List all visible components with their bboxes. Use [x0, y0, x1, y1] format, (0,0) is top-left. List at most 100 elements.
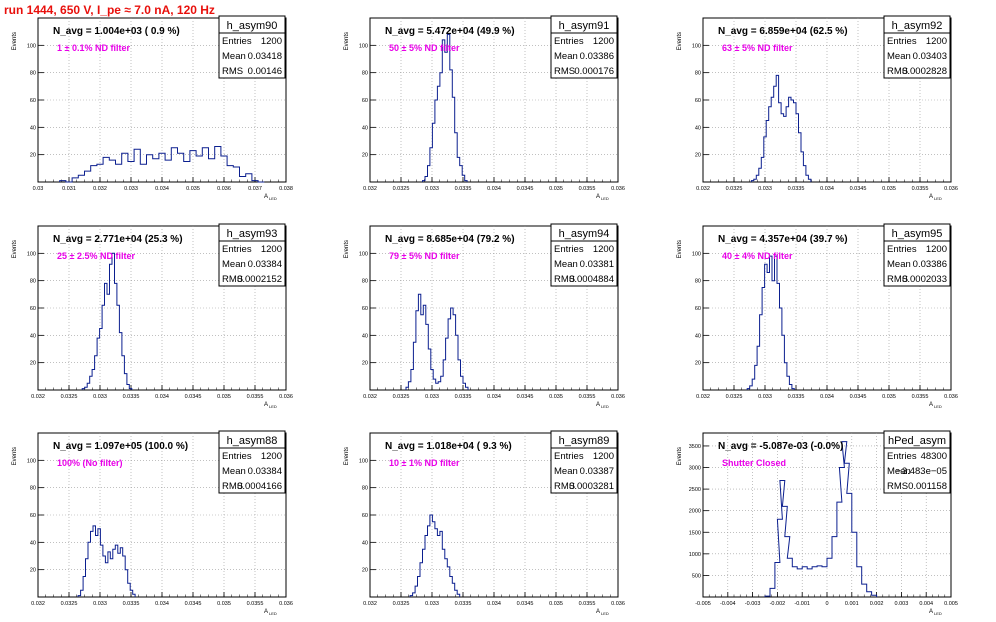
stats-entries-value: 1200 — [926, 36, 947, 47]
histogram-bin — [427, 166, 429, 182]
stats-entries-label: Entries — [554, 244, 584, 255]
stats-entries-value: 1200 — [926, 244, 947, 255]
histogram-bin — [789, 97, 791, 182]
x-tick-label: 0.0345 — [850, 186, 867, 192]
y-tick-label: 80 — [30, 486, 36, 492]
x-tick-label: 0.036 — [944, 186, 958, 192]
x-tick-label: 0.0325 — [393, 394, 410, 400]
histogram-bin — [786, 107, 788, 182]
stats-mean-label: Mean — [554, 466, 578, 477]
x-axis-label: ALED — [596, 402, 609, 409]
y-tick-label: 100 — [27, 43, 36, 49]
y-tick-label: 60 — [695, 306, 701, 312]
stats-mean-label: Mean — [887, 51, 911, 62]
histogram-bin — [178, 153, 184, 182]
run-title: run 1444, 650 V, I_pe ≈ 7.0 nA, 120 Hz — [4, 3, 215, 17]
histogram-bin — [202, 148, 208, 182]
x-tick-label: 0.0355 — [247, 601, 264, 607]
stats-mean-value: 0.03387 — [580, 466, 614, 477]
histogram-bin — [757, 346, 759, 390]
stats-box — [883, 223, 951, 287]
histogram-bin — [796, 114, 798, 182]
histogram-bin — [86, 559, 88, 597]
histogram-bin — [812, 567, 817, 597]
y-tick-label: 60 — [30, 513, 36, 519]
stats-box — [883, 15, 951, 79]
stats-entries-label: Entries — [554, 451, 584, 462]
histogram-bin — [184, 162, 190, 183]
histogram-bin — [761, 157, 763, 182]
histogram-bin — [442, 549, 444, 597]
histogram-panel-h_asym88: 0.032 0.0325 0.033 0.0335 0.034 0.0345 0.035 0.… — [12, 430, 293, 616]
x-axis-label: ALED — [264, 402, 277, 409]
x-tick-label: 0.0355 — [579, 394, 596, 400]
n-avg-label: N_avg = 2.771e+04 (25.3 %) — [53, 234, 183, 245]
y-tick-label: 80 — [30, 71, 36, 77]
histogram-bin — [756, 175, 758, 182]
histogram-panel-h_asym90: 0.03 0.031 0.032 0.033 0.034 0.035 0.036 0.037 0… — [12, 15, 293, 201]
x-tick-label: 0.034 — [487, 186, 501, 192]
y-tick-label: 20 — [30, 361, 36, 367]
histogram-bin — [765, 264, 767, 390]
histogram-series — [422, 33, 468, 182]
histogram-bin — [227, 166, 233, 182]
x-tick-label: 0.0355 — [247, 394, 264, 400]
y-tick-label: 3500 — [689, 444, 701, 450]
histogram-bin — [411, 370, 413, 391]
histogram-bin — [91, 166, 97, 182]
x-axis-label: ALED — [596, 194, 609, 201]
histogram-bin — [410, 596, 412, 597]
histogram-bin — [832, 537, 837, 597]
y-tick-label: 100 — [359, 43, 368, 49]
histogram-bin — [114, 283, 116, 390]
x-tick-label: -0.005 — [695, 601, 711, 607]
y-axis-label: Events — [12, 240, 18, 258]
filter-label: 10 ± 1% ND filter — [389, 458, 460, 468]
histogram-bin — [97, 338, 99, 390]
histogram-bin — [129, 389, 131, 390]
x-axis-label: ALED — [929, 609, 942, 616]
stats-mean-label: Mean — [554, 51, 578, 62]
stats-entries-label: Entries — [222, 451, 252, 462]
stats-entries-value: 1200 — [593, 36, 614, 47]
stats-mean-label: Mean — [887, 466, 911, 477]
x-tick-label: 0.03 — [33, 186, 44, 192]
histogram-bin — [85, 171, 91, 182]
filter-label: 25 ± 2.5% ND filter — [57, 251, 135, 261]
x-tick-label: 0.033 — [93, 601, 107, 607]
y-tick-label: 100 — [359, 458, 368, 464]
histogram-bin — [437, 86, 439, 182]
histogram-bin — [435, 100, 437, 182]
x-tick-label: 0.034 — [155, 394, 169, 400]
stats-rms-label: RMS — [222, 66, 243, 77]
histogram-bin — [847, 493, 852, 597]
histogram-series — [764, 441, 878, 597]
histogram-bin — [822, 567, 827, 597]
histogram-bin — [747, 389, 749, 390]
stats-mean-label: Mean — [222, 51, 246, 62]
hist-name: h_asym89 — [559, 435, 610, 447]
x-tick-label: 0.005 — [944, 601, 958, 607]
y-tick-label: 40 — [695, 125, 701, 131]
y-tick-label: 100 — [359, 251, 368, 257]
histogram-bin — [867, 592, 872, 597]
histogram-bin — [797, 569, 802, 597]
histogram-bin — [792, 567, 797, 597]
y-axis-label: Events — [677, 240, 683, 258]
x-tick-label: 0.037 — [248, 186, 262, 192]
stats-rms-value: 0.000176 — [574, 66, 614, 77]
histogram-bin — [122, 153, 128, 182]
histogram-bin — [771, 97, 773, 182]
histogram-bin — [117, 305, 119, 390]
histogram-bin — [750, 386, 752, 390]
y-tick-label: 60 — [362, 306, 368, 312]
stats-mean-value: 0.03386 — [580, 51, 614, 62]
stats-entries-value: 1200 — [593, 244, 614, 255]
y-tick-label: 80 — [362, 486, 368, 492]
x-tick-label: 0.036 — [944, 394, 958, 400]
histogram-bin — [776, 75, 778, 182]
stats-rms-label: RMS — [554, 66, 575, 77]
x-tick-label: 0.033 — [124, 186, 138, 192]
histogram-bin — [98, 529, 100, 597]
histogram-bin — [760, 315, 762, 390]
